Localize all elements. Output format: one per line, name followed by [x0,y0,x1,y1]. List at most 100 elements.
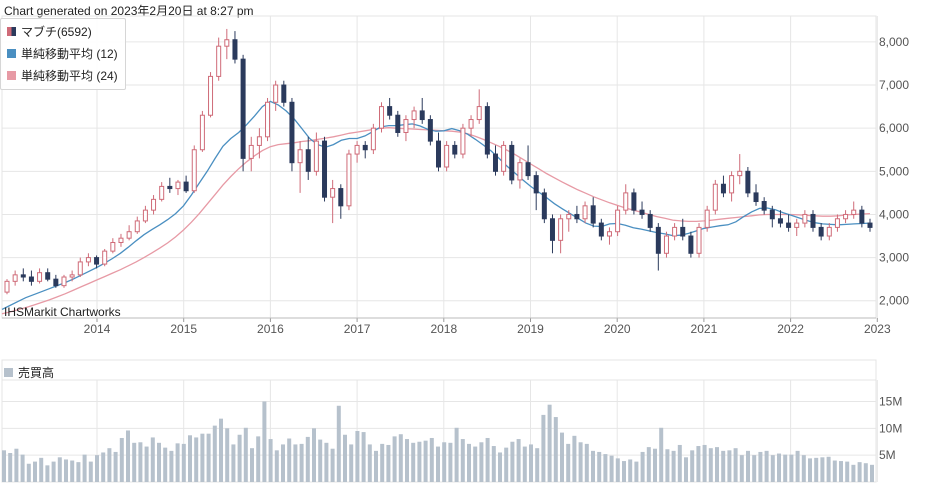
volume-bar [374,450,378,482]
volume-bar [101,452,106,482]
volume-bar [113,451,118,482]
candle-body [753,192,759,203]
candle-body [322,140,328,198]
volume-bar [330,448,335,482]
volume-bar [188,435,192,482]
volume-bar [324,442,329,482]
volume-bar [361,432,366,482]
legend-label-stock: マブチ(6592) [21,24,92,39]
legend-swatch-ma12 [7,48,16,58]
candle-body [85,257,91,263]
legend-item-stock[interactable]: マブチ(6592) [7,23,92,39]
candle-body [802,213,808,224]
candle-body [191,149,197,192]
volume-bar [206,433,211,482]
volume-legend[interactable]: 売買高 [4,364,54,381]
candle-body [183,181,189,192]
volume-bar [423,440,428,482]
volume-bar [293,444,298,482]
sma24-line [1,127,871,315]
candle-body [395,114,401,133]
volume-bar [839,461,843,482]
sma12-path [1,100,871,310]
candle-body [362,144,368,151]
volume-bar [572,435,577,482]
candle-body [20,274,26,278]
price-tick-label: 2,000 [879,294,909,308]
volume-bar [560,432,564,482]
volume-bar [535,448,540,482]
legend-item-ma24[interactable]: 単純移動平均 (24) [7,67,118,83]
volume-bar [510,441,515,482]
candle-body [598,222,604,237]
candle-body [370,127,376,151]
candle-body [843,213,849,220]
candle-body [541,192,547,220]
volume-bar [2,450,6,482]
candle-body [826,226,832,237]
volume-bar [467,443,471,482]
candle-body [175,181,181,190]
candle-body [582,205,588,220]
volume-tick-label: 10M [879,421,902,435]
time-tick-label: 2021 [691,322,718,336]
candle-body [655,226,661,254]
candle-body [427,119,433,142]
candle-body [468,119,474,129]
candle-body [761,201,767,211]
volume-bar [318,439,323,482]
volume-bar [516,439,521,482]
volume-bar [194,437,199,482]
volume-bars [2,401,874,482]
candle-body [484,106,490,155]
volume-bar [200,433,205,482]
legend-swatch-stock [7,26,16,36]
candle-body [444,144,450,168]
volume-bar [157,442,161,482]
volume-bar [851,464,856,482]
candle-body [590,205,596,224]
volume-bar [684,457,688,482]
volume-bar [175,443,180,482]
volume-bar [150,437,155,482]
volume-bar [237,434,242,482]
candle-body [256,136,262,146]
candle-body [297,149,303,164]
candle-body [794,222,800,228]
volume-bar [529,444,533,482]
candle-body [769,209,775,220]
candle-body [53,278,59,287]
volume-bar [553,417,558,482]
candle-body [549,218,555,241]
volume-tick-label: 15M [879,394,902,408]
volume-bar [64,459,68,482]
volume-bar [603,454,608,482]
time-axis: 2014 2015 2016 2017 2018 2019 2020 2021 2022 2023 [2,317,891,336]
volume-bar [305,436,310,482]
volume-bar [76,462,81,482]
candle-body [232,39,238,60]
volume-bar [299,443,304,482]
volume-bar [845,461,850,482]
candle-body [354,144,360,155]
volume-bar [671,450,676,482]
price-axis: 2,000 3,000 4,000 5,000 6,000 7,000 8,000 [879,35,909,308]
volume-bar [417,441,422,482]
time-tick-label: 2019 [517,322,544,336]
candle-body [313,140,319,172]
volume-bar [51,461,56,482]
volume-bar [591,450,595,482]
candle-body [346,153,352,207]
candle-body [623,192,629,211]
volume-bar [597,451,602,482]
legend-item-ma12[interactable]: 単純移動平均 (12) [7,45,118,61]
candle-body [566,213,572,220]
candle-body [102,250,108,265]
candle-body [509,144,515,181]
volume-bar [690,450,695,482]
volume-bar [219,418,223,482]
volume-bar [268,439,273,482]
volume-bar [26,463,31,482]
candle-body [419,110,425,121]
time-tick-label: 2014 [84,322,111,336]
